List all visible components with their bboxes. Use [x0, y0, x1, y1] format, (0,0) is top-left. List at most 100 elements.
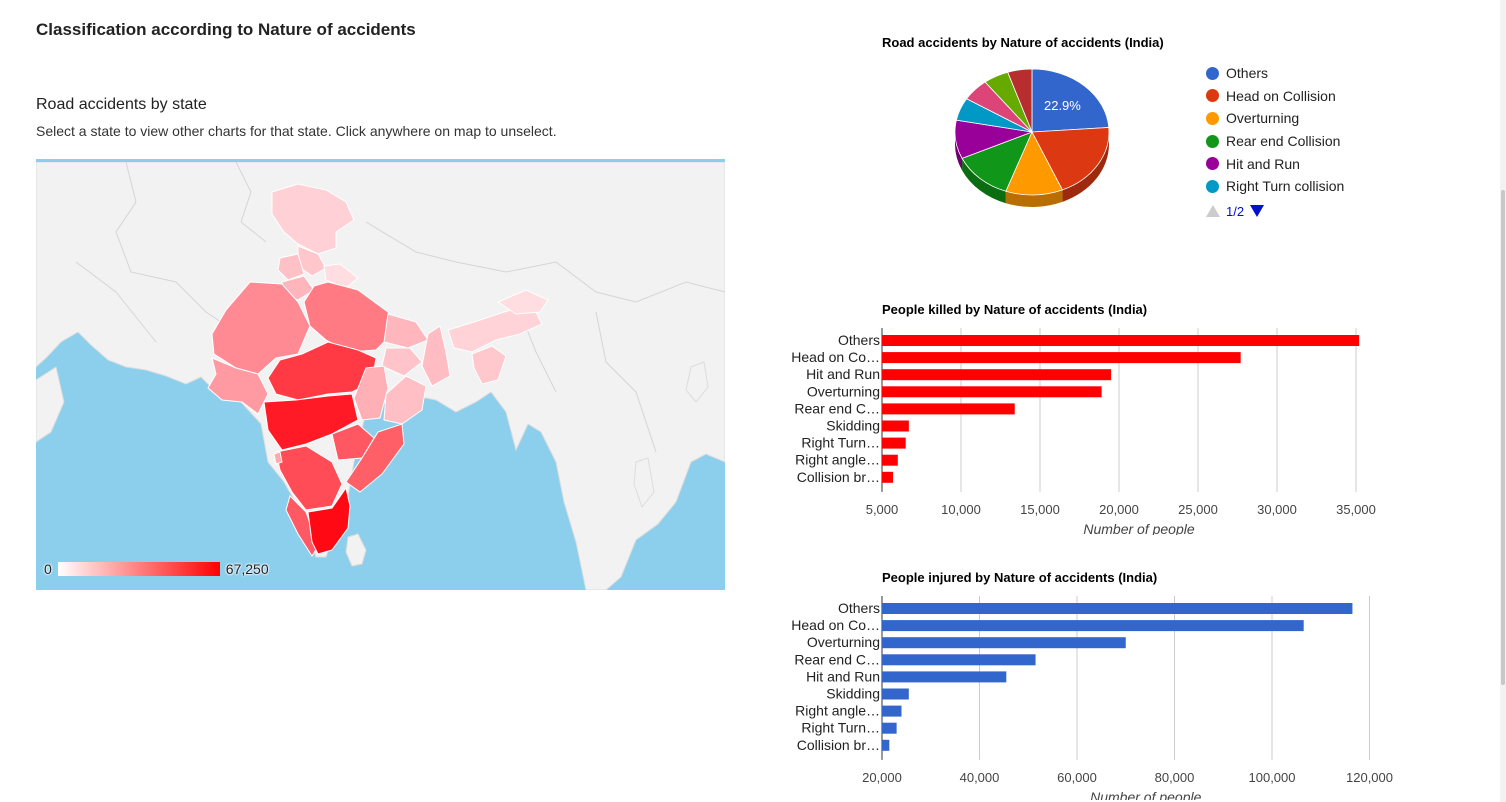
- legend-pager: 1/2: [1206, 204, 1344, 219]
- legend-label: Overturning: [1226, 110, 1300, 127]
- legend-swatch: [1206, 111, 1219, 125]
- state-jharkhand[interactable]: [381, 347, 423, 377]
- land-islands-2: [633, 457, 655, 509]
- map-title: Road accidents by state: [36, 96, 207, 113]
- killed-bar[interactable]: [882, 403, 1015, 415]
- page-scrollbar[interactable]: [1500, 0, 1506, 802]
- legend-item[interactable]: Rear end Collision: [1206, 130, 1344, 153]
- state-chhattisgarh[interactable]: [353, 365, 389, 421]
- legend-item[interactable]: Others: [1206, 62, 1344, 85]
- map-svg[interactable]: [36, 162, 725, 590]
- killed-x-tick: 10,000: [941, 502, 981, 517]
- legend-next-icon[interactable]: [1250, 205, 1265, 218]
- pie-slice-side-2: [1005, 189, 1063, 207]
- killed-bar-chart[interactable]: 5,000 10,000 15,000 20,000 25,000 30,000 35,00…: [760, 325, 1460, 535]
- killed-bar[interactable]: [882, 454, 898, 466]
- injured-bar[interactable]: [882, 705, 902, 717]
- injured-x-tick: 20,000: [862, 770, 902, 785]
- killed-bar[interactable]: [882, 369, 1112, 381]
- legend-label: Hit and Run: [1226, 155, 1300, 172]
- state-rajasthan[interactable]: [211, 281, 311, 375]
- pie-slice-1[interactable]: [1031, 127, 1110, 191]
- state-bihar[interactable]: [383, 313, 429, 349]
- killed-x-axis-label: Number of people: [1083, 521, 1195, 535]
- killed-bar[interactable]: [882, 437, 906, 449]
- legend-page-label: 1/2: [1226, 203, 1245, 219]
- pie-slice-8[interactable]: [1007, 68, 1033, 133]
- legend-swatch: [1206, 134, 1219, 148]
- injured-bar[interactable]: [882, 637, 1126, 649]
- killed-category-label: Collision br…: [797, 469, 880, 485]
- killed-x-tick: 30,000: [1257, 502, 1297, 517]
- killed-category-label: Right angle…: [795, 452, 880, 468]
- pie-slice-3[interactable]: [961, 131, 1033, 192]
- injured-category-label: Head on Co…: [791, 617, 880, 633]
- state-gujarat[interactable]: [207, 357, 269, 415]
- legend-label: Right Turn collision: [1226, 178, 1345, 195]
- state-uttarakhand[interactable]: [323, 263, 359, 289]
- injured-bar[interactable]: [882, 603, 1353, 614]
- map-subtitle: Select a state to view other charts for …: [36, 123, 557, 139]
- killed-category-label: Others: [838, 332, 880, 348]
- injured-bar[interactable]: [882, 654, 1036, 666]
- scale-max-label: 67,250: [225, 561, 269, 577]
- pie-slice-0[interactable]: [1031, 68, 1110, 133]
- killed-bar[interactable]: [882, 471, 894, 483]
- injured-category-label: Right angle…: [795, 703, 880, 719]
- injured-category-label: Hit and Run: [806, 668, 880, 684]
- legend-label: Others: [1226, 65, 1269, 82]
- injured-chart-title: People injured by Nature of accidents (I…: [882, 570, 1158, 585]
- state-goa[interactable]: [273, 451, 283, 465]
- injured-bar[interactable]: [882, 671, 1007, 683]
- injured-x-tick: 40,000: [960, 770, 1000, 785]
- killed-bar[interactable]: [882, 386, 1102, 398]
- legend-prev-icon[interactable]: [1206, 205, 1220, 218]
- state-odisha[interactable]: [383, 375, 427, 425]
- legend-item[interactable]: Hit and Run: [1206, 152, 1344, 175]
- state-ne-arunachal[interactable]: [496, 289, 549, 315]
- state-tamil-nadu[interactable]: [307, 486, 351, 555]
- legend-swatch: [1206, 179, 1219, 193]
- killed-category-label: Skidding: [826, 418, 880, 434]
- legend-swatch: [1206, 66, 1219, 80]
- state-uttar-pradesh[interactable]: [303, 281, 397, 353]
- killed-x-tick: 35,000: [1336, 502, 1376, 517]
- injured-bar-chart[interactable]: 20,000 40,000 60,000 80,000 100,000 120,000 Ot…: [760, 593, 1460, 800]
- page-title: Classification according to Nature of ac…: [36, 20, 416, 39]
- land-sri-lanka: [345, 533, 367, 567]
- killed-x-tick: 5,000: [866, 502, 899, 517]
- state-jammu-kashmir[interactable]: [271, 183, 355, 255]
- pie-legend: Others Head on Collision Overturning Rear e…: [1206, 62, 1344, 219]
- killed-bar[interactable]: [882, 352, 1241, 364]
- state-west-bengal[interactable]: [421, 325, 451, 387]
- killed-bar[interactable]: [882, 335, 1360, 346]
- injured-category-label: Rear end C…: [794, 651, 880, 667]
- killed-category-label: Right Turn…: [801, 435, 880, 451]
- pie-chart[interactable]: 22.9%: [940, 60, 1130, 225]
- state-kerala[interactable]: [285, 495, 319, 557]
- land-islands: [685, 361, 709, 403]
- injured-bar[interactable]: [882, 739, 890, 751]
- india-geo-map[interactable]: 0 67,250: [36, 159, 725, 590]
- state-karnataka[interactable]: [275, 445, 343, 511]
- state-ne-assam[interactable]: [447, 303, 543, 353]
- killed-bar[interactable]: [882, 420, 909, 432]
- legend-label: Head on Collision: [1226, 87, 1336, 104]
- injured-bar[interactable]: [882, 688, 909, 700]
- killed-category-label: Hit and Run: [806, 366, 880, 382]
- state-andhra-pradesh[interactable]: [345, 423, 405, 493]
- injured-bar[interactable]: [882, 620, 1304, 632]
- scale-gradient-bar: [57, 562, 220, 576]
- pie-chart-title: Road accidents by Nature of accidents (I…: [882, 35, 1164, 50]
- killed-category-label: Rear end C…: [794, 400, 880, 416]
- legend-item[interactable]: Right Turn collision: [1206, 175, 1344, 198]
- state-punjab[interactable]: [277, 253, 305, 281]
- injured-bar[interactable]: [882, 722, 897, 734]
- injured-category-label: Overturning: [807, 634, 880, 650]
- scrollbar-thumb[interactable]: [1501, 190, 1505, 685]
- state-maharashtra[interactable]: [263, 393, 359, 451]
- legend-item[interactable]: Overturning: [1206, 107, 1344, 130]
- legend-item[interactable]: Head on Collision: [1206, 85, 1344, 108]
- injured-x-axis-label: Number of people: [1090, 789, 1202, 800]
- state-ne-south[interactable]: [471, 345, 507, 385]
